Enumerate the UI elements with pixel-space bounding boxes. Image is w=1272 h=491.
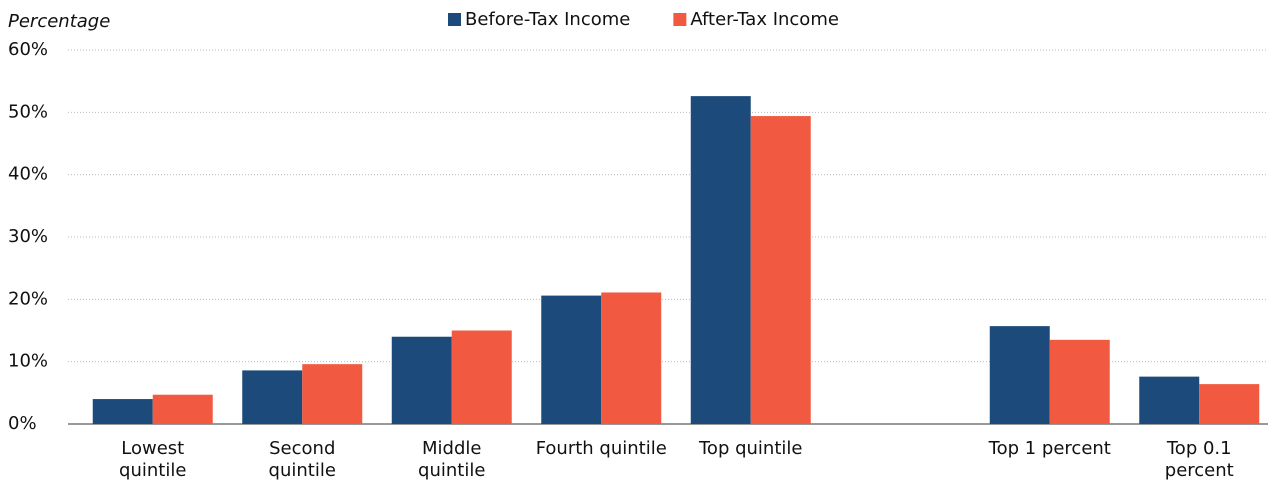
y-axis-title: Percentage [8, 11, 110, 32]
bar [92, 399, 153, 424]
y-tick-label: 10% [8, 351, 48, 372]
x-tick-label: Top quintile [699, 438, 803, 459]
x-tick-label: Top 1 percent [988, 438, 1111, 459]
x-tick-label: Lowest quintile [119, 438, 187, 481]
y-tick-label: 0% [8, 413, 37, 434]
x-tick-label: Middle quintile [418, 438, 486, 481]
y-tick-label: 60% [8, 39, 48, 60]
bar [451, 330, 512, 424]
y-tick-label: 20% [8, 288, 48, 309]
bar [750, 116, 811, 424]
bar [1199, 384, 1260, 424]
y-tick-label: 40% [8, 164, 48, 185]
bar [152, 394, 213, 424]
bar [302, 364, 363, 424]
bar [989, 326, 1050, 424]
bar [601, 292, 662, 424]
bar [391, 336, 452, 424]
x-tick-label: Top 0.1 percent [1164, 438, 1234, 481]
bar [541, 295, 602, 424]
legend-label: After-Tax Income [690, 9, 839, 30]
x-tick-label: Second quintile [268, 438, 336, 481]
y-tick-label: 50% [8, 101, 48, 122]
bar [242, 370, 303, 424]
legend-swatch [448, 13, 461, 26]
legend-label: Before-Tax Income [465, 9, 630, 30]
x-tick-label: Fourth quintile [535, 438, 667, 459]
bar [690, 96, 751, 425]
bar [1139, 376, 1200, 424]
bar [1049, 339, 1110, 424]
y-tick-label: 30% [8, 226, 48, 247]
legend-swatch [673, 13, 687, 26]
